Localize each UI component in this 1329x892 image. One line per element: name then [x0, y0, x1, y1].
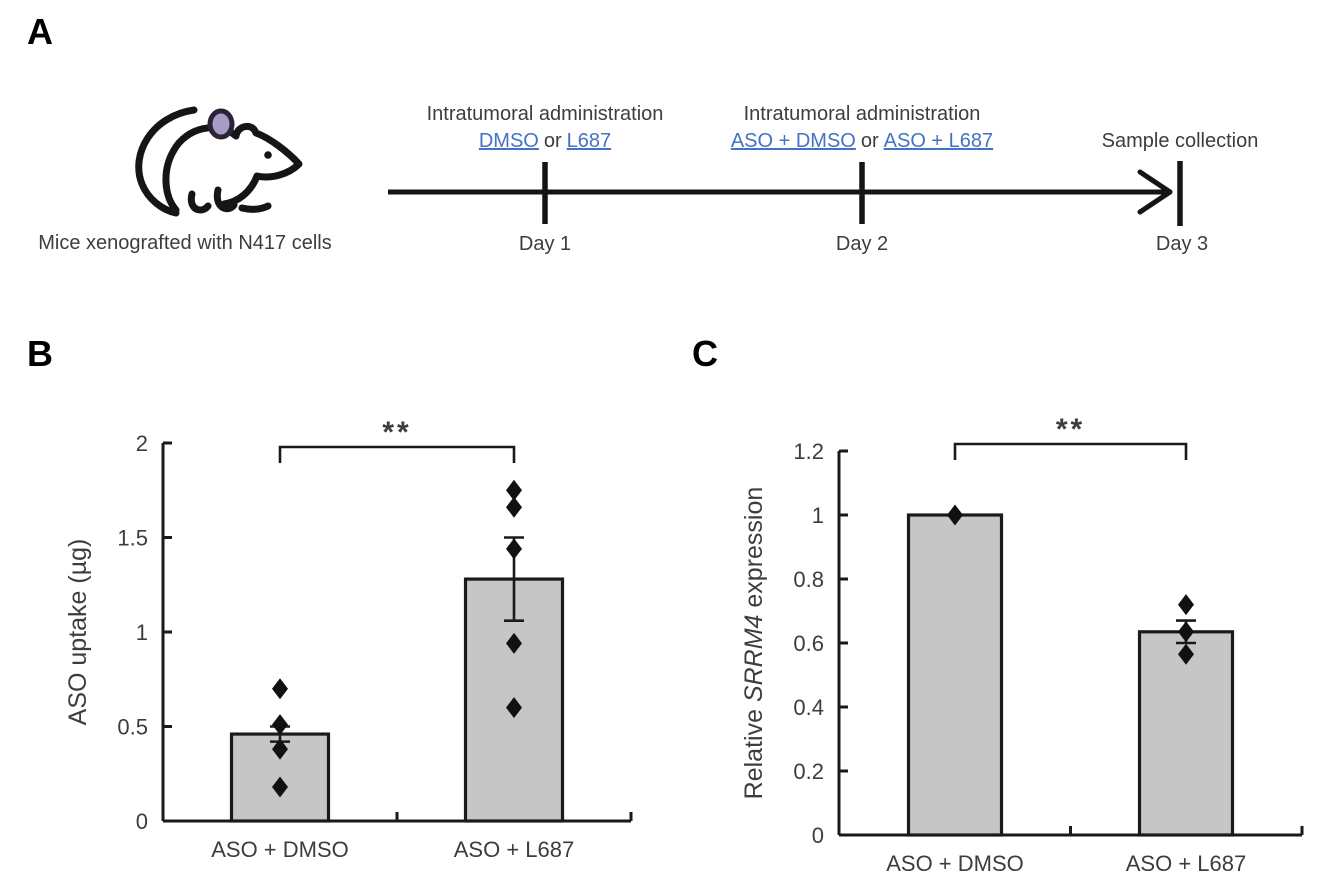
- l687-link[interactable]: L687: [566, 130, 612, 152]
- aso-uptake-chart: 0 0.5 1 1.5 2 ASO + DMSO ASO + L687 ASO uptake …: [64, 416, 633, 862]
- panel-a-label: A: [27, 11, 53, 52]
- y-tick-label: 0: [136, 809, 148, 834]
- day-1-label: Day 1: [518, 233, 572, 255]
- data-point-diamond: [1178, 643, 1194, 665]
- y-tick-label: 0.5: [117, 715, 148, 740]
- timeline: [388, 161, 1183, 226]
- y-axis-title: Relative SRRM4 expression: [740, 487, 768, 800]
- dmso-link[interactable]: DMSO: [478, 130, 539, 152]
- significance-bracket: [953, 442, 1188, 460]
- data-point-diamond: [272, 678, 288, 700]
- or-text: or: [860, 130, 879, 152]
- y-tick-label: 1: [136, 620, 148, 645]
- data-point-diamond: [947, 504, 963, 526]
- panel-b-label: B: [27, 333, 53, 374]
- category-label: ASO + L687: [454, 837, 574, 862]
- y-tick-label: 0.8: [793, 567, 824, 592]
- data-point-diamond: [506, 632, 522, 654]
- day2-event-links: ASO + DMSO or ASO + L687: [702, 129, 1022, 154]
- y-tick-label: 2: [136, 431, 148, 456]
- data-point-diamond: [272, 738, 288, 760]
- y-tick-label: 1.5: [117, 526, 148, 551]
- data-point-diamond: [506, 496, 522, 518]
- data-point-diamond: [506, 538, 522, 560]
- category-label: ASO + DMSO: [886, 851, 1024, 876]
- significance-stars: **: [382, 416, 411, 449]
- bar-ASO + L687: [1137, 630, 1235, 837]
- aso-l687-link[interactable]: ASO + L687: [883, 130, 994, 152]
- tumor-marker: [207, 108, 235, 140]
- significance-bracket: [278, 445, 516, 463]
- y-tick-label: 1: [812, 503, 824, 528]
- or-text: or: [543, 130, 562, 152]
- data-point-diamond: [1178, 621, 1194, 643]
- bar-ASO + DMSO: [906, 513, 1004, 837]
- y-axis-title: ASO uptake (µg): [64, 539, 92, 726]
- mouse-icon: [135, 106, 303, 217]
- mouse-eye: [264, 151, 272, 159]
- sample-collection-label: Sample collection: [1101, 130, 1259, 152]
- y-tick-label: 0: [812, 823, 824, 848]
- mouse-caption: Mice xenografted with N417 cells: [38, 232, 332, 254]
- mouse-rear-foot: [187, 190, 212, 214]
- category-label: ASO + DMSO: [211, 837, 349, 862]
- category-label: ASO + L687: [1126, 851, 1246, 876]
- mouse-body: [162, 122, 303, 214]
- arrowhead-icon: [1137, 169, 1173, 215]
- y-tick-label: 1.2: [793, 439, 824, 464]
- data-point-diamond: [272, 776, 288, 798]
- day-3-label: Day 3: [1155, 233, 1209, 255]
- data-point-diamond: [506, 697, 522, 719]
- y-tick-label: 0.2: [793, 759, 824, 784]
- srrm4-expression-chart: 0 0.2 0.4 0.6 0.8 1 1.2 ASO + DMSO ASO + L687 Rel…: [740, 413, 1304, 876]
- significance-stars: **: [1056, 413, 1085, 446]
- day1-event-links: DMSO or L687: [385, 129, 705, 154]
- y-tick-label: 0.6: [793, 631, 824, 656]
- panel-c-label: C: [692, 333, 718, 374]
- y-tick-label: 0.4: [793, 695, 824, 720]
- data-point-diamond: [506, 479, 522, 501]
- data-point-diamond: [1178, 594, 1194, 616]
- data-point-diamond: [272, 714, 288, 736]
- aso-dmso-link[interactable]: ASO + DMSO: [730, 130, 856, 152]
- mouse-front-foot: [213, 186, 238, 213]
- day2-event-title: Intratumoral administration: [743, 103, 981, 125]
- mouse-tail: [135, 106, 198, 217]
- mouse-bottom-line: [238, 202, 272, 213]
- day1-event-title: Intratumoral administration: [426, 103, 664, 125]
- day-2-label: Day 2: [835, 233, 889, 255]
